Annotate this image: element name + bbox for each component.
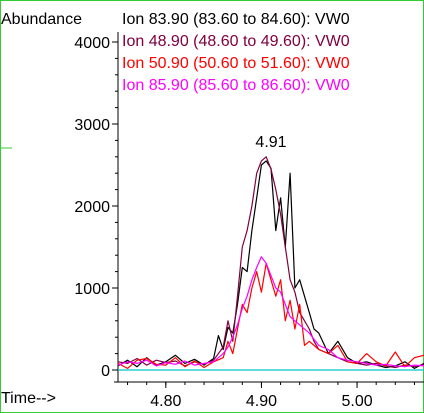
series-line-Ion-4890	[117, 156, 424, 369]
y-tick-label-0: 0	[101, 363, 110, 380]
y-tick-label-2000: 2000	[74, 199, 110, 216]
legend-entry-ion-85: Ion 85.90 (85.60 to 86.60): VW0	[122, 77, 350, 94]
series-line-Ion-8590	[117, 256, 424, 368]
y-tick-label-4000: 4000	[74, 35, 110, 52]
x-tick-label-4.90: 4.90	[246, 393, 277, 410]
series-line-Ion-5090	[117, 262, 424, 369]
legend-entry-ion-48: Ion 48.90 (48.60 to 49.60): VW0	[122, 33, 350, 50]
y-axis-label: Abundance	[1, 11, 82, 28]
series-line-Ion-8390	[117, 160, 424, 369]
legend-entry-ion-83: Ion 83.90 (83.60 to 84.60): VW0	[122, 11, 350, 28]
y-tick-label-3000: 3000	[74, 117, 110, 134]
legend-entry-ion-50: Ion 50.90 (50.60 to 51.60): VW0	[122, 55, 350, 72]
x-tick-label-4.80: 4.80	[150, 393, 181, 410]
y-tick-label-1000: 1000	[74, 281, 110, 298]
x-axis-label: Time-->	[1, 390, 56, 407]
peak-label: 4.91	[255, 134, 286, 151]
x-tick-label-5.00: 5.00	[341, 393, 372, 410]
